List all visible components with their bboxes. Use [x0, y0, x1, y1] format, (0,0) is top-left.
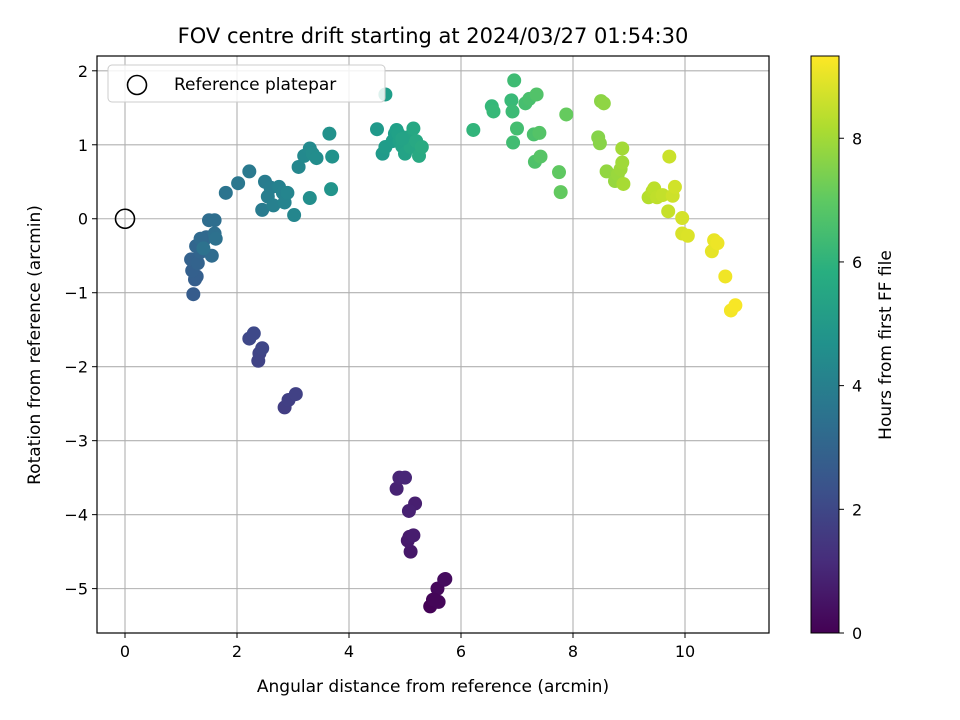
data-point: [208, 231, 223, 246]
data-point: [596, 96, 611, 111]
data-point: [532, 125, 547, 140]
chart-title: FOV centre drift starting at 2024/03/27 …: [178, 24, 689, 48]
legend-marker-icon: [126, 74, 148, 96]
data-point: [592, 136, 607, 151]
data-point: [616, 176, 631, 191]
data-point: [196, 241, 211, 256]
data-point: [246, 326, 261, 341]
data-point: [309, 151, 324, 166]
colorbar-tick-label: 2: [852, 500, 862, 519]
y-tick-label: 1: [78, 136, 88, 155]
x-tick-label: 6: [456, 642, 466, 661]
data-point: [661, 204, 676, 219]
colorbar-ticks: 0 2 4 6 8: [839, 129, 862, 643]
data-point: [288, 387, 303, 402]
data-point: [675, 211, 690, 226]
x-axis-label: Angular distance from reference (arcmin): [257, 677, 609, 697]
data-point: [395, 131, 410, 146]
colorbar-gradient: [810, 55, 840, 634]
data-points: [184, 73, 743, 614]
data-point: [529, 87, 544, 102]
y-tick-label: −3: [64, 432, 88, 451]
data-point: [389, 481, 404, 496]
data-point: [406, 528, 421, 543]
x-tick-label: 4: [344, 642, 354, 661]
y-tick-label: 0: [78, 210, 88, 229]
data-point: [398, 470, 412, 485]
data-point: [680, 228, 695, 243]
legend: Reference platepar: [107, 64, 386, 103]
data-point: [325, 149, 340, 164]
data-point: [662, 149, 677, 164]
plot-frame: [96, 55, 770, 634]
data-point: [186, 287, 201, 302]
data-point: [190, 256, 205, 271]
colorbar-tick-label: 8: [852, 129, 862, 148]
data-point: [406, 121, 421, 136]
data-point: [255, 341, 270, 356]
data-point: [507, 73, 522, 88]
legend-box: [107, 64, 386, 103]
data-point: [466, 122, 481, 137]
data-point: [533, 149, 548, 164]
data-point: [266, 198, 281, 213]
data-point: [615, 155, 630, 170]
data-point: [370, 122, 384, 137]
data-point: [553, 185, 568, 200]
data-point: [324, 182, 339, 197]
colorbar-label: Hours from first FF file: [876, 250, 896, 440]
data-point: [710, 236, 725, 251]
x-tick-label: 10: [675, 642, 695, 661]
y-tick-label: −1: [64, 284, 88, 303]
colorbar-tick-label: 4: [852, 377, 862, 396]
data-point: [218, 185, 233, 200]
data-point: [401, 503, 416, 518]
data-point: [655, 188, 670, 203]
data-point: [403, 544, 418, 559]
data-point: [552, 165, 566, 180]
colorbar-tick-label: 6: [852, 253, 862, 272]
data-point: [255, 202, 270, 217]
data-point: [287, 208, 302, 223]
data-point: [427, 592, 442, 607]
data-point: [718, 269, 733, 284]
data-point: [510, 121, 524, 136]
data-point: [291, 159, 306, 174]
data-point: [728, 298, 743, 313]
legend-entry-reference: Reference platepar: [174, 75, 336, 95]
data-point: [242, 164, 257, 179]
x-tick-label: 2: [232, 642, 242, 661]
data-point: [504, 93, 519, 108]
data-point: [486, 104, 501, 119]
data-point: [322, 126, 337, 141]
x-tick-label: 8: [568, 642, 578, 661]
y-tick-label: 2: [78, 62, 88, 81]
data-point: [667, 179, 682, 194]
data-point: [302, 191, 317, 206]
colorbar-tick-label: 0: [852, 624, 862, 643]
data-point: [599, 164, 614, 179]
data-point: [438, 571, 453, 586]
colorbar: 0 2 4 6 8 Hours from first FF file: [810, 55, 896, 643]
y-tick-label: −2: [64, 358, 88, 377]
y-tick-label: −4: [64, 506, 88, 525]
data-point: [207, 213, 222, 228]
data-point: [280, 185, 295, 200]
data-point: [414, 139, 429, 154]
reference-point-marker: [114, 208, 136, 230]
data-point: [231, 176, 246, 191]
y-axis-label: Rotation from reference (arcmin): [25, 205, 45, 485]
y-tick-label: −5: [64, 580, 88, 599]
y-axis-ticks: −5 −4 −3 −2 −1 0 1 2: [64, 62, 97, 599]
grid: [97, 56, 769, 633]
data-point: [559, 107, 574, 122]
data-point: [506, 135, 521, 150]
data-point: [505, 104, 520, 119]
x-tick-label: 0: [120, 642, 130, 661]
x-axis-ticks: 0 2 4 6 8 10: [120, 633, 695, 661]
data-point: [615, 141, 630, 156]
